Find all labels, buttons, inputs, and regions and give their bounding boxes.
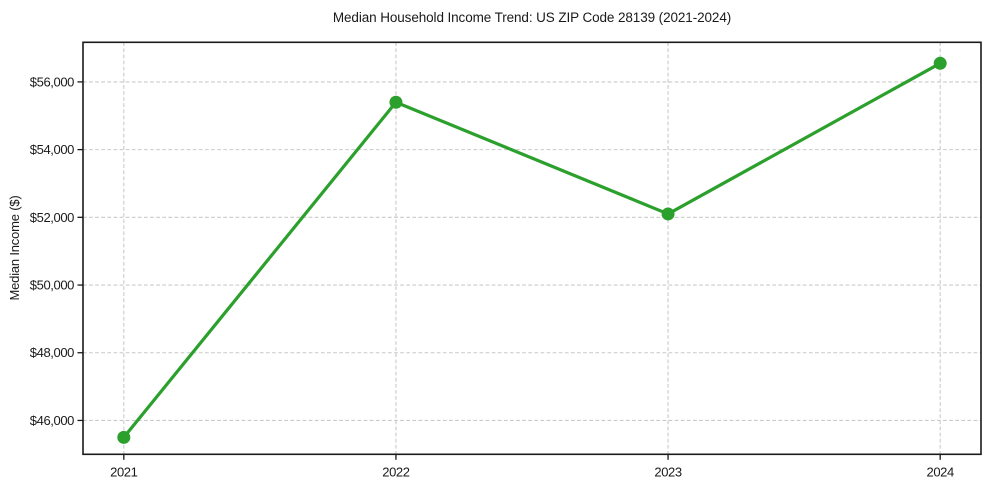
y-tick-label: $52,000 (30, 210, 74, 225)
x-tick-label: 2024 (927, 464, 954, 479)
series-layer (117, 56, 947, 444)
y-tick-label: $46,000 (30, 413, 74, 428)
gridline-layer (83, 42, 981, 455)
x-tick-label: 2022 (382, 464, 409, 479)
tick-layer (77, 81, 941, 460)
median-household-income-point (389, 95, 403, 109)
tick-label-layer: $46,000 $48,000 $50,000 $52,000 $54,000 $56,0… (30, 74, 955, 479)
x-tick-label: 2023 (654, 464, 681, 479)
y-tick-label: $50,000 (30, 278, 74, 293)
median-household-income-point (933, 56, 947, 70)
y-tick-label: $56,000 (30, 74, 74, 89)
y-axis-label: Median Income ($) (7, 196, 22, 301)
plot-border (82, 41, 982, 456)
median-household-income-line (122, 61, 942, 439)
y-tick-label: $54,000 (30, 142, 74, 157)
median-household-income-point (117, 430, 131, 444)
y-tick-label: $48,000 (30, 345, 74, 360)
chart-title: Median Household Income Trend: US ZIP Co… (333, 10, 731, 25)
median-household-income-point (661, 207, 675, 221)
x-tick-label: 2021 (110, 464, 137, 479)
